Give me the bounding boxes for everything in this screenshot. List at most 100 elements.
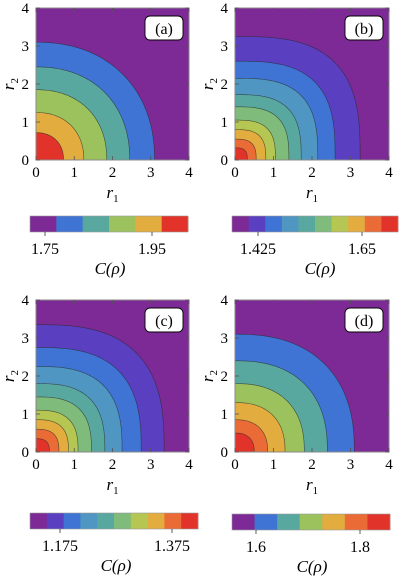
y-tick-label: 0 [22,153,30,169]
x-tick-label: 4 [185,165,193,181]
y-tick-label: 3 [22,39,30,55]
y-tick-labels-d: 0 1 2 3 4 [221,293,229,461]
colorbar-swatch [164,513,182,529]
colorbar-swatch [277,514,301,530]
y-tick-labels-c: 0 1 2 3 4 [22,293,30,461]
y-axis-symbol: r [198,375,217,382]
y-axis-subscript: 2 [208,78,220,84]
y-axis-subscript: 2 [9,370,21,376]
colorbar-tick-label: 1.425 [240,241,276,258]
x-tick-label: 1 [71,457,79,473]
colorbar-tick-label: 1.75 [31,241,59,258]
panel-d: 0 1 2 3 4 0 1 2 3 4 (d) r1 r2 1.6 1.8 C(… [198,293,393,576]
contour-band [36,132,64,160]
panel-label-box-d [344,307,384,333]
y-axis-label-b: r2 [198,78,220,90]
colorbar-label-a: C(ρ) [95,259,126,278]
axis-ticks-b [234,7,390,161]
colorbar-swatch [161,216,189,232]
panel-label-box-a [144,15,184,41]
x-tick-label: 0 [32,165,40,181]
colorbar-label-d: C(ρ) [297,557,328,576]
x-tick-label: 1 [270,165,278,181]
x-tick-labels-d: 0 1 2 3 4 [231,457,393,473]
y-tick-label: 4 [22,1,30,17]
colorbar-swatch [63,513,81,529]
x-tick-labels-a: 0 1 2 3 4 [32,165,193,181]
y-tick-label: 4 [221,293,229,309]
x-tick-label: 2 [109,457,117,473]
colorbar-swatch [80,513,98,529]
x-axis-label-b: r1 [306,183,318,205]
panel-label-b: (b) [355,21,374,38]
y-tick-label: 0 [221,445,229,461]
colorbar-swatch [30,513,48,529]
y-axis-subscript: 2 [9,78,21,84]
colorbar-tick-label: 1.6 [246,539,266,556]
colorbar-frame [231,513,391,531]
y-tick-label: 1 [221,407,229,423]
colorbar-swatch [248,216,266,232]
y-axis-label-a: r2 [0,78,21,90]
y-tick-label: 4 [221,1,229,17]
y-axis-label-c: r2 [0,370,21,382]
contour-band [235,432,255,452]
y-tick-label: 2 [22,77,30,93]
colorbar-a [29,215,189,236]
colorbar-swatch [315,216,332,232]
panel-c: 0 1 2 3 4 0 1 2 3 4 (c) r1 r2 1.175 1.37… [0,293,199,575]
x-tick-label: 3 [347,165,355,181]
x-tick-label: 0 [231,457,239,473]
colorbar-frame [29,215,189,233]
y-tick-label: 3 [221,331,229,347]
y-tick-labels-b: 0 1 2 3 4 [221,1,229,169]
colorbar-tick-label: 1.95 [138,241,166,258]
x-axis-subscript: 1 [113,485,119,497]
x-tick-label: 4 [185,457,193,473]
colorbar-swatch [367,514,391,530]
colorbar-swatch [331,216,349,232]
colorbar-label-b: C(ρ) [305,259,336,278]
y-tick-label: 2 [221,77,229,93]
y-tick-label: 1 [22,407,30,423]
contour-band [36,438,50,452]
colorbar-swatch [344,514,368,530]
x-tick-label: 2 [308,165,316,181]
y-axis-symbol: r [198,83,217,90]
colorbar-frame [231,215,399,233]
x-axis-symbol: r [306,183,313,202]
colorbar-swatch [147,513,165,529]
panel-label-a: (a) [155,21,173,38]
x-axis-subscript: 1 [113,193,119,205]
colorbar-tick-label: 1.65 [348,241,376,258]
y-axis-symbol: r [0,83,18,90]
x-tick-label: 2 [109,165,117,181]
x-tick-label: 2 [308,457,316,473]
colorbar-swatch [130,513,148,529]
contour-band [235,147,248,160]
x-axis-subscript: 1 [313,485,319,497]
x-axis-subscript: 1 [313,193,319,205]
y-axis-symbol: r [0,375,18,382]
y-tick-label: 3 [221,39,229,55]
colorbar-swatch [135,216,163,232]
x-axis-label-c: r1 [106,475,118,497]
colorbar-swatch [114,513,132,529]
y-tick-label: 3 [22,331,30,347]
colorbar-swatch [56,216,84,232]
x-tick-label: 4 [385,457,393,473]
colorbar-swatch [109,216,136,232]
y-tick-label: 1 [22,115,30,131]
x-tick-label: 1 [270,457,278,473]
colorbar-swatch [281,216,299,232]
x-axis-label-a: r1 [106,183,118,205]
colorbar-swatch [97,513,115,529]
panel-label-d: (d) [355,313,374,330]
colorbar-swatch [299,514,323,530]
x-tick-label: 3 [147,165,155,181]
panel-b: 0 1 2 3 4 0 1 2 3 4 (b) r1 r2 1.425 1.65… [198,1,399,278]
axis-ticks-c [35,299,190,453]
colorbar-tick-label: 1.375 [154,538,190,555]
colorbar-c [29,512,199,533]
